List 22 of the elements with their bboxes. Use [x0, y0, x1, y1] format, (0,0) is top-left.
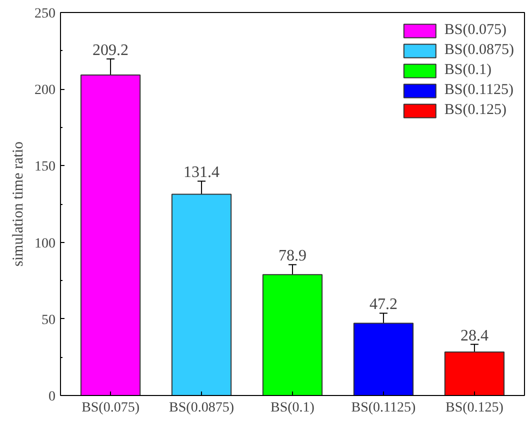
y-axis-title: simulation time ratio: [10, 142, 26, 266]
x-tick-label: BS(0.075): [82, 400, 140, 416]
x-tick-label: BS(0.1): [270, 400, 315, 416]
legend-label: BS(0.0875): [444, 42, 514, 59]
y-tick-label: 150: [34, 160, 56, 175]
data-label: 28.4: [460, 327, 488, 344]
x-tick-label: BS(0.0875): [169, 400, 234, 416]
y-tick-label: 50: [42, 312, 56, 328]
data-label: 47.2: [369, 296, 398, 314]
data-label: 209.2: [92, 42, 129, 59]
data-label: 78.9: [278, 248, 306, 265]
y-tick-label: 200: [34, 83, 56, 98]
data-label: 131.4: [184, 164, 220, 182]
x-tick-label: BS(0.125): [445, 400, 504, 416]
legend-label: BS(0.1): [444, 62, 492, 79]
y-tick-label: 100: [34, 236, 56, 252]
legend-label: BS(0.1125): [444, 82, 514, 99]
x-tick-label: BS(0.1125): [351, 400, 416, 416]
legend-label: BS(0.125): [444, 102, 506, 119]
y-tick-label: 250: [34, 6, 56, 22]
legend-label: BS(0.075): [444, 22, 506, 39]
y-tick-label: 0: [48, 390, 56, 404]
